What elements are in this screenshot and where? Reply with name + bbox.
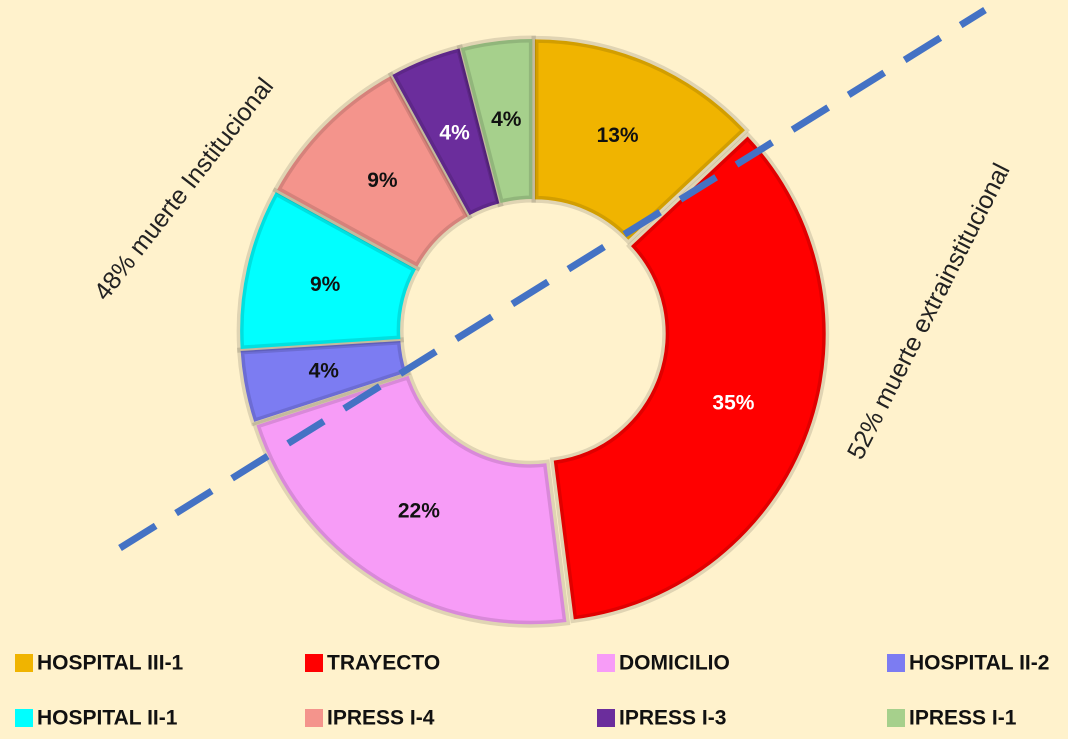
legend-label: IPRESS I-1 <box>909 707 1017 730</box>
legend-swatch <box>887 654 905 672</box>
legend-label: HOSPITAL II-2 <box>909 652 1049 675</box>
legend-label: DOMICILIO <box>619 652 730 675</box>
legend-label: IPRESS I-4 <box>327 707 435 730</box>
donut: 13% 35% 22% 4% 9% 9% 4% 4% <box>236 35 830 628</box>
data-label: 9% <box>367 169 398 192</box>
slice <box>531 35 750 245</box>
legend-label: IPRESS I-3 <box>619 707 726 730</box>
divider-line <box>118 7 987 551</box>
legend-swatch <box>597 654 615 672</box>
legend-label: TRAYECTO <box>327 652 440 675</box>
data-label: 9% <box>310 273 341 296</box>
legend-swatch <box>597 709 615 727</box>
slice <box>387 44 504 220</box>
legend-swatch <box>15 709 33 727</box>
slice <box>236 187 421 353</box>
data-label: 22% <box>398 499 440 522</box>
legend-label: HOSPITAL II-1 <box>37 707 178 730</box>
legend-swatch <box>15 654 33 672</box>
slice <box>549 131 830 624</box>
data-label: 4% <box>439 122 470 145</box>
data-label: 4% <box>491 108 522 131</box>
data-label: 35% <box>712 392 754 415</box>
legend-label: HOSPITAL III-1 <box>37 652 184 675</box>
slice <box>272 71 473 272</box>
data-label: 4% <box>309 359 340 382</box>
legend-swatch <box>305 709 323 727</box>
slice <box>456 35 536 208</box>
legend-swatch <box>887 709 905 727</box>
slice <box>252 371 571 628</box>
data-label: 13% <box>597 124 639 147</box>
legend-swatch <box>305 654 323 672</box>
